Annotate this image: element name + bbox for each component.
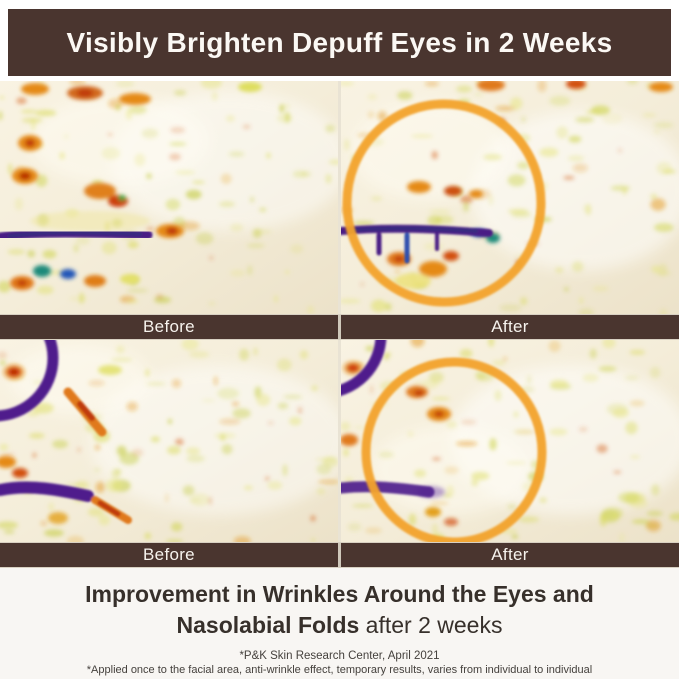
caption-heading-line1: Improvement in Wrinkles Around the Eyes … xyxy=(85,581,594,607)
caption-heading: Improvement in Wrinkles Around the Eyes … xyxy=(20,579,660,641)
label-eyes-before: Before xyxy=(0,315,338,339)
footnote-disclaimer: *Applied once to the facial area, anti-w… xyxy=(86,664,593,676)
label-folds-after: After xyxy=(341,543,679,567)
banner-title: Visibly Brighten Depuff Eyes in 2 Weeks xyxy=(66,26,613,58)
label-divider xyxy=(338,543,341,567)
label-row-eyes: Before After xyxy=(0,314,679,340)
header-banner: Visibly Brighten Depuff Eyes in 2 Weeks xyxy=(8,9,671,76)
thermal-image-folds-before xyxy=(0,340,338,542)
comparison-grid: Before After xyxy=(0,81,679,568)
label-divider xyxy=(338,315,341,339)
highlight-circle-eyes xyxy=(342,99,546,307)
thermal-image-eyes-after xyxy=(341,81,679,314)
label-folds-before: Before xyxy=(0,543,338,567)
thermal-image-eyes-before xyxy=(0,81,338,314)
caption-heading-line2-bold: Nasolabial Folds xyxy=(176,612,360,638)
label-eyes-after: After xyxy=(341,315,679,339)
eye-comparison-row xyxy=(0,81,679,314)
footnote-research-center: *P&K Skin Research Center, April 2021 xyxy=(239,650,440,662)
highlight-circle-folds xyxy=(361,357,547,542)
vertical-divider xyxy=(338,340,341,542)
caption-heading-line2-regular: after 2 weeks xyxy=(365,612,503,638)
caption-section: Improvement in Wrinkles Around the Eyes … xyxy=(0,568,679,679)
thermal-image-folds-after xyxy=(341,340,679,542)
vertical-divider xyxy=(338,81,341,314)
label-row-folds: Before After xyxy=(0,542,679,568)
folds-comparison-row xyxy=(0,340,679,542)
